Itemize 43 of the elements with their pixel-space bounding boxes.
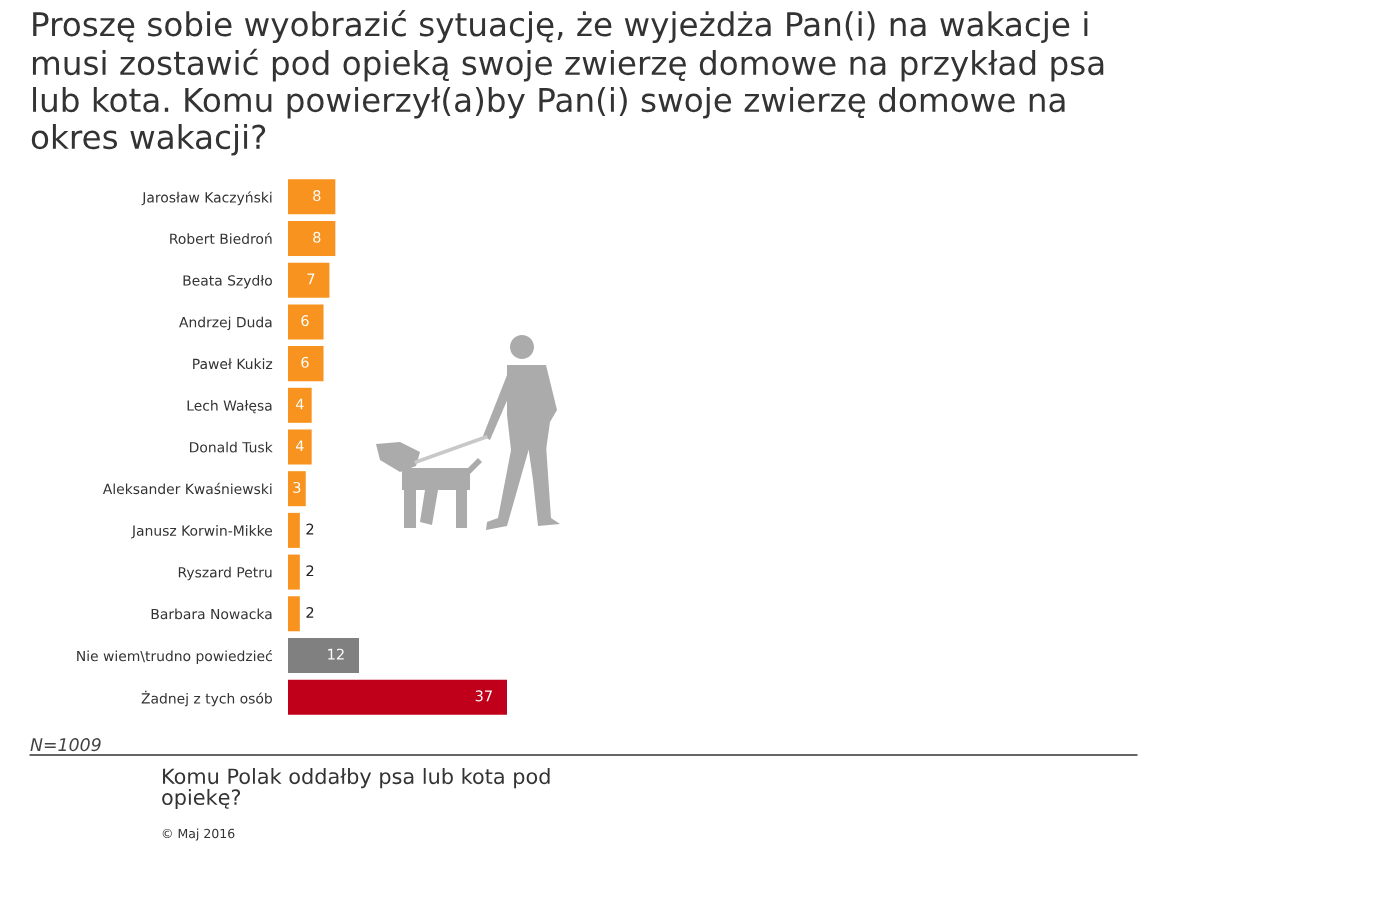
data-label: 4 [295,440,304,452]
y-tick-label: Donald Tusk [190,441,273,453]
bar [288,554,300,590]
y-tick-label: Paweł Kukiz [193,358,273,370]
bar [288,262,330,298]
data-label: 3 [293,481,301,493]
y-tick-label: Janusz Korwin-Mikke [131,525,272,539]
bar [288,512,300,548]
data-label: 6 [301,315,309,327]
bar [288,179,336,215]
bar [288,387,312,423]
bar [288,429,312,465]
y-tick-label: Nie wiem\trudno powiedzieć [77,649,272,664]
y-tick-label: Beata Szydło [183,274,272,289]
y-tick-label: Lech Wałęsa [187,400,272,414]
y-tick-label: Jarosław Kaczyński [141,191,272,206]
data-label: 7 [307,273,315,285]
bar [288,471,306,507]
data-label: 4 [295,398,304,410]
y-tick-label: Andrzej Duda [179,316,272,331]
bar [288,346,324,382]
text: N=1009 [30,738,101,752]
bar [288,221,336,257]
chart-title: Proszę sobie wyobrazić sytuację, że wyjeżdża Pan(i) na wakacje i musi zostawić pod opieką swoje zwierzę domowe na przykład psa lub kota. Komu powierzył(a)by Pan(i) swoje zwierzę domowe na okres wakacji? [31,10,1104,156]
data-label: 2 [306,523,314,535]
bar [288,637,360,673]
bar [288,679,507,715]
text: © Maj 2016 [162,828,235,841]
data-label: 2 [306,606,314,618]
y-tick-label: Żadnej z tych osób [141,690,272,707]
data-label: 6 [301,356,309,368]
text: Komu Polak oddałby psa lub kota pod opiekę? [162,768,550,810]
data-label: 37 [475,690,492,702]
data-label: 8 [313,190,321,202]
data-label: 2 [306,565,314,577]
y-tick-label: Ryszard Petru [178,566,272,581]
y-tick-label: Robert Biedroń [170,232,272,245]
y-tick-label: Aleksander Kwaśniewski [102,482,272,495]
y-tick-label: Barbara Nowacka [151,608,272,620]
data-label: 12 [328,648,344,660]
bar [288,304,324,340]
data-label: 8 [313,231,321,243]
bar [288,596,300,632]
